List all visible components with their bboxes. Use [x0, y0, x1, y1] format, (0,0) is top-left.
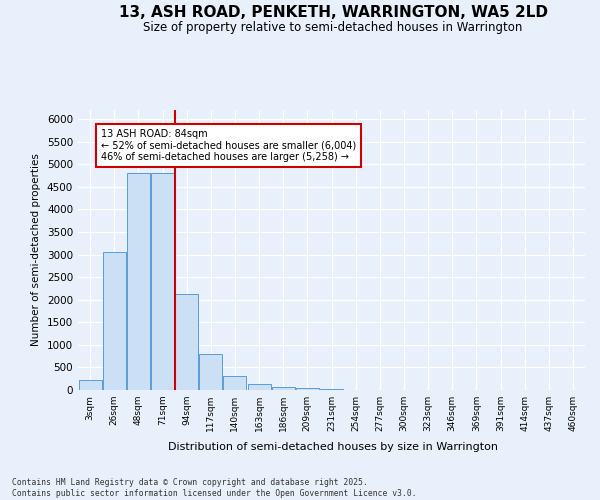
Bar	[103, 252, 125, 390]
Bar	[199, 354, 222, 390]
Bar	[79, 380, 101, 390]
Bar	[248, 384, 271, 390]
Text: 13 ASH ROAD: 84sqm
← 52% of semi-detached houses are smaller (6,004)
46% of semi: 13 ASH ROAD: 84sqm ← 52% of semi-detache…	[101, 129, 356, 162]
Text: Distribution of semi-detached houses by size in Warrington: Distribution of semi-detached houses by …	[168, 442, 498, 452]
Y-axis label: Number of semi-detached properties: Number of semi-detached properties	[31, 154, 41, 346]
Text: Contains HM Land Registry data © Crown copyright and database right 2025.
Contai: Contains HM Land Registry data © Crown c…	[12, 478, 416, 498]
Bar	[223, 376, 247, 390]
Text: Size of property relative to semi-detached houses in Warrington: Size of property relative to semi-detach…	[143, 21, 523, 34]
Bar	[151, 173, 174, 390]
Bar	[127, 173, 150, 390]
Bar	[272, 387, 295, 390]
Bar	[296, 388, 319, 390]
Text: 13, ASH ROAD, PENKETH, WARRINGTON, WA5 2LD: 13, ASH ROAD, PENKETH, WARRINGTON, WA5 2…	[119, 5, 548, 20]
Bar	[175, 294, 198, 390]
